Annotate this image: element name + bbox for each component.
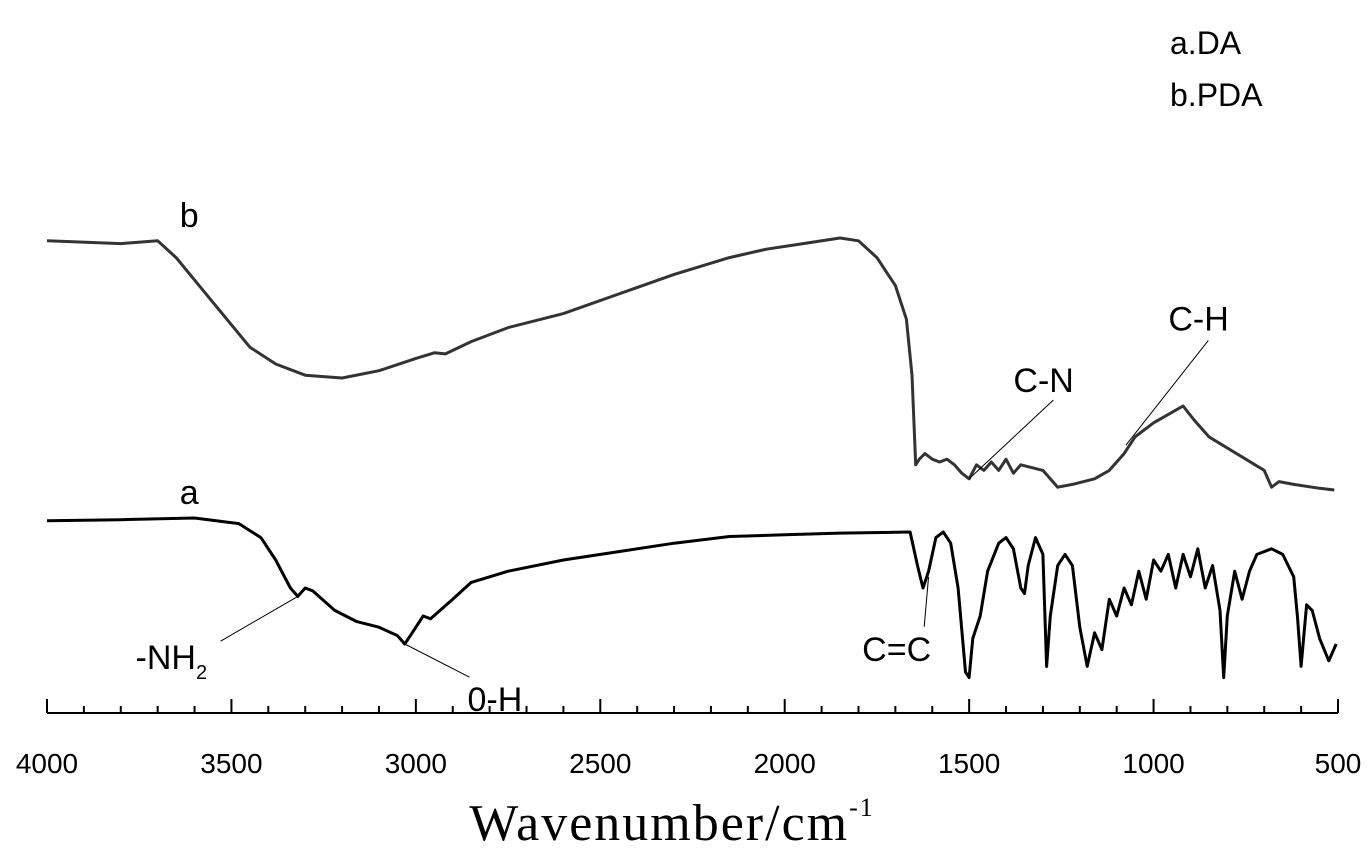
series-line-b bbox=[46, 236, 1335, 492]
x-tick-label: 2500 bbox=[569, 748, 631, 779]
legend-entry: b.PDA bbox=[1170, 77, 1263, 113]
annotation-label: C-N bbox=[1013, 362, 1073, 400]
x-tick-label: 1000 bbox=[1122, 748, 1184, 779]
legend-entry: a.DA bbox=[1170, 25, 1242, 61]
annotation-label: -NH2 bbox=[136, 639, 208, 684]
annotation-leader bbox=[1125, 340, 1209, 446]
x-axis-label-superscript: -1 bbox=[849, 793, 875, 822]
annotation-label: C-H bbox=[1168, 300, 1228, 338]
annotation-leader bbox=[968, 399, 1054, 480]
annotation-leader bbox=[220, 595, 299, 642]
x-tick-label: 500 bbox=[1315, 748, 1362, 779]
x-tick-label: 3500 bbox=[200, 748, 262, 779]
annotation-leader bbox=[923, 576, 930, 627]
annotation-subscript: 2 bbox=[196, 662, 207, 684]
series-line-a bbox=[46, 516, 1338, 680]
x-axis-label-text: Wavenumber/cm bbox=[469, 795, 849, 851]
series-label: b bbox=[180, 197, 199, 235]
x-tick-label: 2000 bbox=[754, 748, 816, 779]
x-tick-label: 3000 bbox=[385, 748, 447, 779]
series-label: a bbox=[180, 474, 199, 512]
legend: a.DA b.PDA bbox=[1170, 25, 1263, 113]
x-tick-label: 1500 bbox=[938, 748, 1000, 779]
annotation-label: C=C bbox=[862, 631, 931, 669]
x-tick-label: 4000 bbox=[16, 748, 78, 779]
x-axis: 4000 3500 3000 2500 2000 1500 1000 500 bbox=[16, 699, 1362, 779]
x-axis-label: Wavenumber/cm-1 bbox=[469, 793, 875, 851]
annotation-leader bbox=[404, 643, 470, 678]
